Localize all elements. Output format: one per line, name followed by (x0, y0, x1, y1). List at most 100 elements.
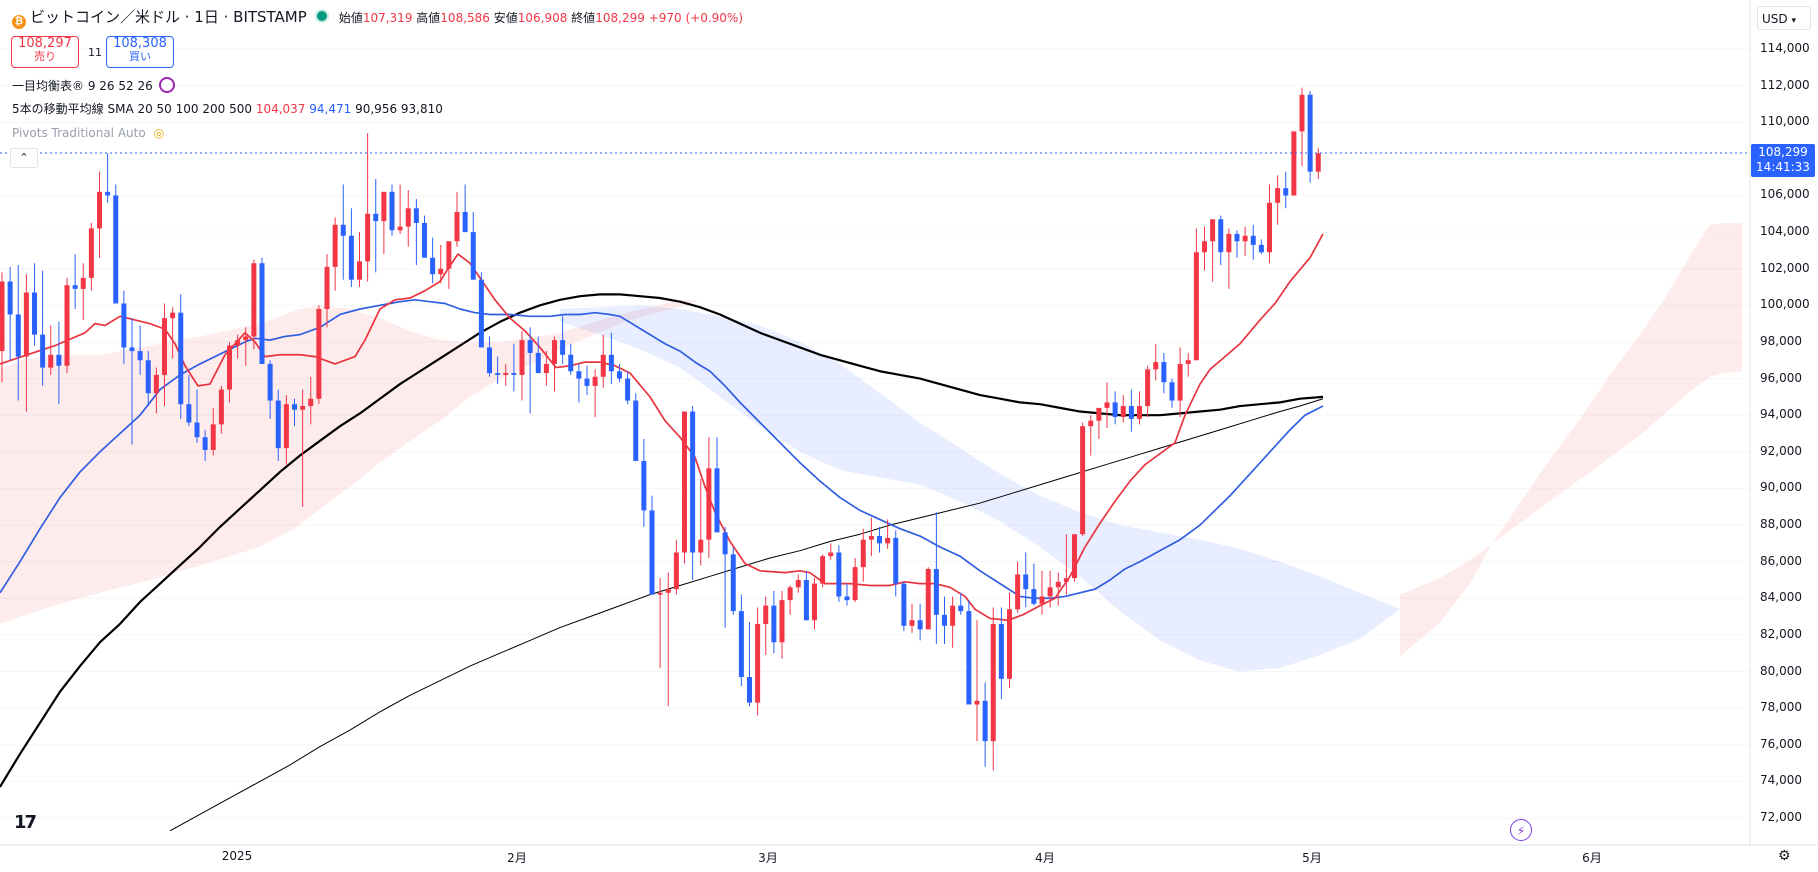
gear-icon[interactable]: ⚙ (1778, 848, 1791, 864)
candle-body (1275, 188, 1281, 203)
candle (633, 393, 639, 461)
tradingview-logo-icon[interactable]: 17 (14, 812, 37, 833)
candle-body (535, 352, 541, 374)
candle-body (1242, 235, 1248, 242)
candle-body (357, 261, 362, 280)
candle-body (1299, 94, 1305, 132)
candle (7, 266, 13, 361)
candle (316, 305, 322, 405)
candle-body (227, 345, 232, 390)
candle-body (1307, 94, 1313, 172)
candle-body (974, 700, 980, 705)
price-tick-label: 72,000 (1760, 810, 1802, 824)
candle (227, 341, 232, 403)
symbol-title[interactable]: ビットコイン／米ドル · 1日 · BITSTAMP (30, 8, 307, 26)
candle-body (836, 552, 842, 597)
pivots-legend[interactable]: Pivots Traditional Auto ◎ (12, 125, 164, 141)
ichimoku-legend[interactable]: 一目均衡表® 9 26 52 26 (12, 77, 175, 94)
close-label: 終値 (571, 11, 596, 25)
candle-body (389, 191, 395, 231)
sma20-line (0, 233, 1324, 622)
candle-body (1015, 574, 1021, 610)
candle-body (592, 376, 598, 386)
collapse-legend-button[interactable]: ⌃ (10, 148, 38, 168)
candle-body (966, 611, 972, 705)
candle-body (80, 277, 86, 289)
candle-body (714, 468, 720, 533)
candle-body (162, 318, 167, 375)
price-tick-label: 76,000 (1760, 736, 1802, 751)
candle (1161, 352, 1167, 394)
candle (738, 594, 744, 687)
candle-body (1210, 219, 1216, 242)
candle-body (15, 314, 21, 357)
candle-body (300, 406, 306, 410)
candle (714, 437, 720, 533)
candle-body (568, 354, 574, 372)
candles (0, 87, 1321, 771)
candle (194, 389, 200, 443)
candle-body (942, 614, 947, 626)
candle (1063, 534, 1069, 595)
candle (308, 376, 314, 425)
candle-body (121, 303, 127, 348)
candle (438, 244, 444, 284)
candle-body (373, 213, 379, 222)
candle-body (267, 363, 273, 401)
candle-body (625, 378, 631, 401)
candle-body (950, 605, 956, 626)
price-tick-label: 102,000 (1760, 260, 1810, 275)
candle-body (170, 312, 176, 319)
kumo-future-area (1400, 222, 1742, 657)
candle (673, 539, 679, 595)
candle (23, 274, 29, 412)
candle (1128, 389, 1134, 432)
candle (105, 153, 111, 203)
price-tick-label: 94,000 (1760, 407, 1802, 422)
candle-body (1283, 188, 1289, 196)
candle-body (1137, 406, 1142, 419)
candle-body (503, 373, 509, 375)
candle (1315, 147, 1321, 179)
candle (64, 277, 70, 374)
candle-body (698, 539, 704, 553)
sma200-line (169, 398, 1324, 832)
buy-button[interactable]: 108,308 買い (106, 36, 174, 68)
candle (682, 411, 687, 564)
candle (430, 237, 436, 284)
candle (1169, 378, 1175, 408)
currency-select[interactable]: USD ▾ (1757, 6, 1811, 30)
candle (901, 581, 907, 632)
refresh-icon[interactable] (158, 77, 175, 93)
lightning-icon[interactable]: ⚡ (1510, 819, 1532, 841)
candle (543, 351, 549, 386)
sell-button[interactable]: 108,297 売り (11, 36, 79, 68)
candle (210, 407, 216, 456)
candle-body (153, 374, 159, 394)
candle-body (844, 596, 850, 601)
ma-legend[interactable]: 5本の移動平均線 SMA 20 50 100 200 500 104,037 9… (12, 101, 443, 117)
candle-body (405, 208, 411, 227)
candle-body (877, 536, 882, 544)
candle-body (730, 554, 736, 612)
candle (1088, 415, 1094, 456)
candle (665, 572, 671, 707)
candle-body (462, 211, 468, 233)
candle-body (519, 340, 525, 375)
candle (763, 596, 769, 656)
candle-body (413, 208, 419, 223)
price-tick-label: 80,000 (1760, 663, 1802, 678)
candle (560, 316, 566, 364)
candle-body (56, 354, 62, 366)
candle-body (1072, 534, 1077, 579)
candle-body (324, 266, 330, 309)
candle (966, 600, 972, 705)
eye-hidden-icon[interactable]: ◎ (153, 126, 165, 140)
candle-body (527, 340, 533, 353)
candle-body (259, 263, 265, 364)
candle (1007, 592, 1012, 689)
candle-body (812, 583, 817, 621)
price-tick-label: 104,000 (1760, 224, 1810, 239)
high-label: 高値 (416, 11, 441, 25)
